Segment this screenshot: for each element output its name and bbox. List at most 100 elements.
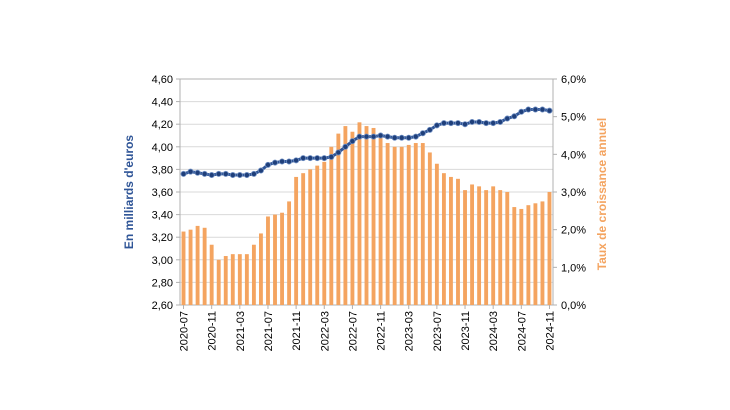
bar — [188, 229, 193, 305]
bar — [385, 143, 390, 305]
line-point — [349, 138, 356, 145]
bar — [519, 208, 524, 305]
bar — [427, 152, 432, 305]
line-point — [236, 172, 243, 179]
x-tick-label: 2021-11 — [291, 311, 303, 351]
line-point — [539, 106, 546, 113]
y-left-tick-label: 3,20 — [152, 232, 173, 244]
line-point — [222, 170, 229, 177]
bar — [392, 146, 397, 305]
line-series — [180, 106, 553, 179]
y-right-tick-label: 0,0% — [561, 300, 586, 312]
bar-series — [181, 122, 552, 305]
bar — [399, 146, 404, 305]
x-tick-label: 2024-11 — [544, 311, 556, 351]
y-left-tick-label: 3,40 — [152, 210, 173, 222]
y-left-tick-label: 3,80 — [152, 164, 173, 176]
bar — [371, 127, 376, 305]
bar — [357, 122, 362, 305]
bar — [449, 176, 453, 305]
bar — [378, 133, 383, 305]
bar — [470, 184, 475, 305]
x-tick-label: 2023-11 — [460, 311, 472, 351]
line-point — [300, 155, 307, 162]
line-point — [426, 126, 433, 133]
line-point — [293, 157, 300, 164]
line-point — [419, 130, 426, 137]
y-right-tick-label: 4,0% — [561, 149, 586, 161]
line-point — [377, 132, 384, 139]
bar — [294, 176, 299, 305]
x-tick-label: 2021-03 — [235, 311, 247, 351]
y-left-tick-label: 4,00 — [152, 142, 173, 154]
line-point — [194, 169, 201, 176]
bar — [540, 201, 545, 305]
bar — [216, 259, 221, 305]
bar — [463, 190, 467, 305]
bar — [251, 244, 256, 305]
line-point — [497, 118, 504, 125]
line-point — [447, 120, 454, 127]
y-left-tick-label: 4,40 — [152, 97, 173, 109]
x-tick-label: 2022-03 — [319, 311, 331, 351]
line-point — [356, 133, 363, 140]
line-point — [307, 155, 314, 162]
bar — [287, 201, 292, 305]
y-right-tick-label: 6,0% — [561, 74, 586, 86]
line-point — [490, 120, 497, 127]
line-point — [257, 167, 264, 174]
bar — [273, 214, 277, 305]
bar — [505, 192, 510, 305]
y-left-tick-label: 2,60 — [152, 300, 173, 312]
y-right-tick-label: 2,0% — [561, 225, 586, 237]
line-point — [440, 120, 447, 127]
bar — [202, 227, 207, 305]
bar — [441, 173, 446, 305]
bar — [491, 186, 496, 305]
line-point — [250, 170, 257, 177]
x-tick-label: 2024-03 — [488, 311, 500, 351]
bar — [209, 244, 214, 305]
line-point — [391, 134, 398, 141]
line-point — [462, 121, 469, 128]
y-axis-left-title: En milliards d'euros — [122, 135, 136, 250]
bar — [406, 144, 411, 305]
bar — [336, 133, 341, 305]
line-point — [363, 133, 370, 140]
line-point — [532, 106, 539, 113]
bar — [223, 256, 228, 305]
x-tick-label: 2023-03 — [404, 311, 416, 351]
bar — [301, 173, 306, 305]
line-point — [180, 170, 187, 177]
line-point — [243, 172, 250, 179]
bar — [230, 254, 235, 305]
bar — [258, 233, 263, 305]
bar — [195, 225, 200, 305]
line-point — [469, 118, 476, 125]
bar — [315, 165, 320, 305]
line-point — [201, 170, 208, 177]
x-tick-label: 2020-11 — [207, 311, 219, 351]
x-tick-label: 2022-07 — [347, 311, 359, 351]
bar — [280, 212, 284, 305]
bar — [547, 192, 552, 305]
line-point — [286, 158, 293, 165]
line-point — [546, 107, 553, 114]
bar — [498, 190, 503, 305]
bar — [308, 169, 313, 305]
bar — [413, 143, 418, 305]
bar — [244, 254, 249, 305]
bar — [364, 126, 369, 305]
x-tick-label: 2023-07 — [432, 311, 444, 351]
line-point — [279, 158, 286, 165]
bar — [350, 131, 355, 305]
bar — [526, 205, 531, 305]
line-point — [384, 133, 391, 140]
line-point — [433, 122, 440, 129]
x-tick-label: 2024-07 — [516, 311, 528, 351]
bar — [512, 207, 517, 305]
line-point — [412, 133, 419, 140]
y-left-tick-label: 3,00 — [152, 255, 173, 267]
line-point — [370, 133, 377, 140]
y-left-tick-label: 4,60 — [152, 74, 173, 86]
